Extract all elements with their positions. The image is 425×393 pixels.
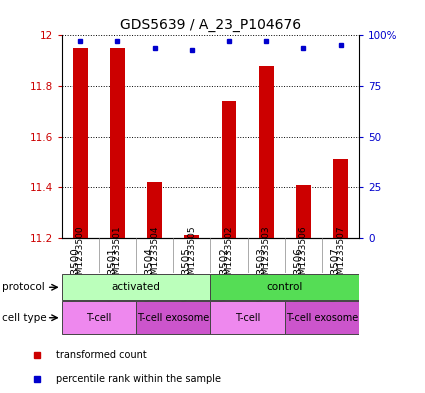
Text: GSM1233500: GSM1233500 xyxy=(76,225,85,286)
Bar xyxy=(285,301,359,334)
Bar xyxy=(210,301,285,334)
Text: control: control xyxy=(266,282,303,292)
Bar xyxy=(333,159,348,238)
Bar xyxy=(110,48,125,238)
Text: T-cell exosome: T-cell exosome xyxy=(137,313,209,323)
Bar xyxy=(62,301,136,334)
Text: GSM1233501: GSM1233501 xyxy=(113,225,122,286)
Text: GSM1233507: GSM1233507 xyxy=(336,225,345,286)
Text: protocol: protocol xyxy=(2,282,45,292)
Text: T-cell exosome: T-cell exosome xyxy=(286,313,358,323)
Bar xyxy=(210,274,359,300)
Text: cell type: cell type xyxy=(2,312,47,323)
Text: T-cell: T-cell xyxy=(86,313,111,323)
Bar xyxy=(136,301,210,334)
Text: T-cell: T-cell xyxy=(235,313,260,323)
Bar xyxy=(259,66,274,238)
Text: transformed count: transformed count xyxy=(56,350,147,360)
Bar xyxy=(296,185,311,238)
Text: GSM1233503: GSM1233503 xyxy=(262,225,271,286)
Bar xyxy=(73,48,88,238)
Text: GSM1233502: GSM1233502 xyxy=(224,225,233,286)
Text: GSM1233505: GSM1233505 xyxy=(187,225,196,286)
Text: activated: activated xyxy=(111,282,160,292)
Text: percentile rank within the sample: percentile rank within the sample xyxy=(56,374,221,384)
Bar xyxy=(147,182,162,238)
Text: GSM1233506: GSM1233506 xyxy=(299,225,308,286)
Text: GSM1233504: GSM1233504 xyxy=(150,225,159,286)
Bar xyxy=(221,101,236,238)
Bar xyxy=(184,235,199,238)
Title: GDS5639 / A_23_P104676: GDS5639 / A_23_P104676 xyxy=(120,18,301,31)
Bar xyxy=(62,274,210,300)
